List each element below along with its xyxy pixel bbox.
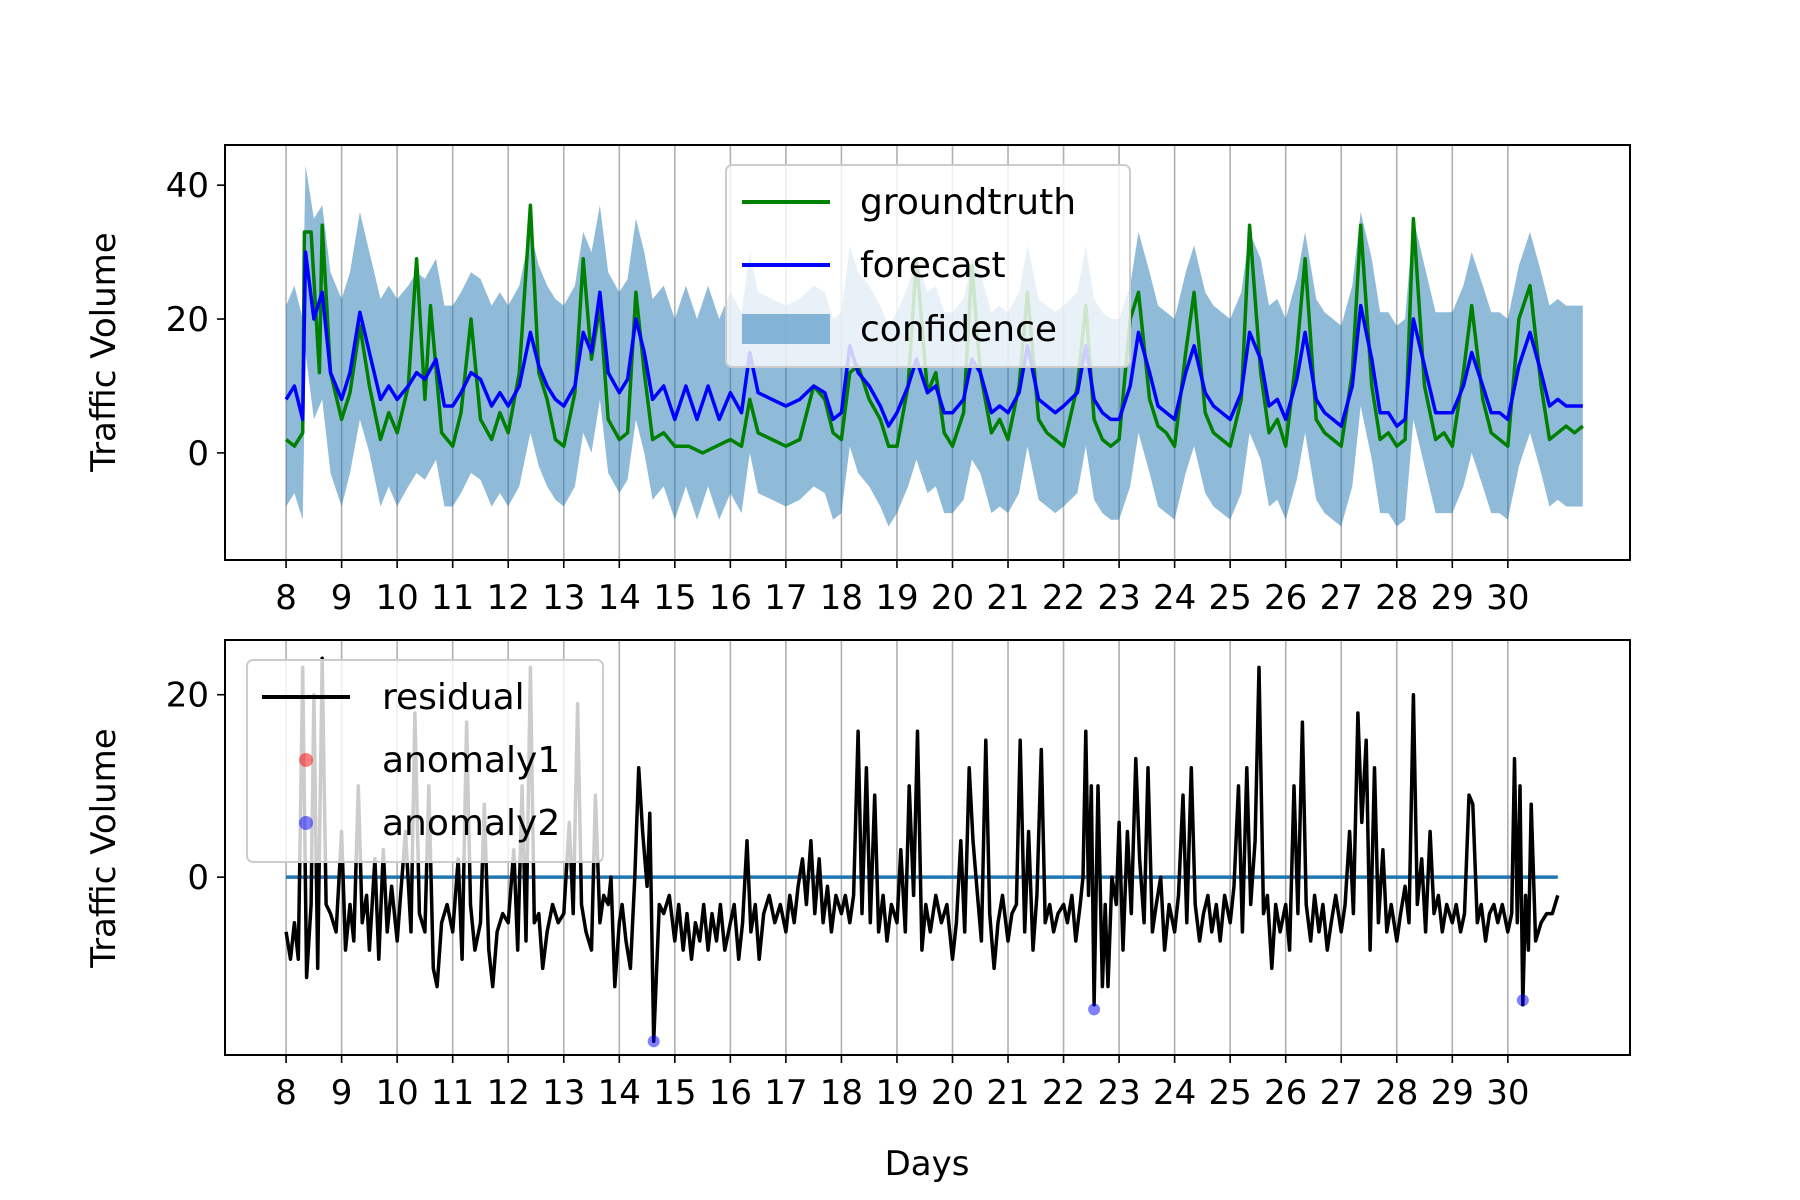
x-tick-label-8: 8 — [275, 1073, 297, 1113]
x-tick-label-20: 20 — [931, 1073, 974, 1113]
legend-anomaly1-label: anomaly1 — [382, 740, 560, 781]
x-tick-label-28: 28 — [1375, 1073, 1418, 1113]
y-axis-ticks: 0 20 — [166, 676, 225, 898]
x-tick-label-11: 11 — [431, 578, 474, 618]
vertical-gridlines — [285, 640, 1509, 1055]
x-tick-label-27: 27 — [1320, 1073, 1363, 1113]
x-tick-label-20: 20 — [931, 578, 974, 618]
legend: groundtruth forecast confidence — [725, 164, 1131, 368]
y-tick-label-0: 0 — [187, 434, 209, 474]
y-axis-ticks: 0 20 40 — [166, 166, 225, 474]
y-tick-label-0: 0 — [187, 858, 209, 898]
x-tick-label-28: 28 — [1375, 578, 1418, 618]
legend-confidence-label: confidence — [860, 309, 1057, 350]
legend-forecast-label: forecast — [860, 245, 1006, 286]
x-tick-label-21: 21 — [986, 578, 1029, 618]
x-tick-label-23: 23 — [1097, 578, 1140, 618]
x-tick-label-11: 11 — [431, 1073, 474, 1113]
legend-anomaly1-swatch — [299, 753, 313, 767]
x-tick-label-17: 17 — [764, 578, 807, 618]
x-tick-label-29: 29 — [1431, 1073, 1474, 1113]
x-axis-label: Days — [885, 1144, 970, 1184]
y-tick-label-20: 20 — [166, 676, 209, 716]
x-tick-label-30: 30 — [1486, 1073, 1529, 1113]
x-tick-label-8: 8 — [275, 578, 297, 618]
residual-line — [284, 656, 1560, 1044]
legend-confidence-swatch — [742, 314, 830, 344]
groundtruth-line — [285, 203, 1584, 455]
x-tick-label-26: 26 — [1264, 1073, 1307, 1113]
x-tick-label-19: 19 — [875, 1073, 918, 1113]
x-tick-label-9: 9 — [331, 578, 353, 618]
legend: residual anomaly1 anomaly2 — [246, 659, 604, 863]
x-tick-label-9: 9 — [331, 1073, 353, 1113]
x-tick-label-24: 24 — [1153, 578, 1196, 618]
y-tick-label-20: 20 — [166, 300, 209, 340]
x-tick-label-18: 18 — [820, 578, 863, 618]
residual-series-layer — [284, 656, 1560, 1048]
x-tick-label-12: 12 — [487, 1073, 530, 1113]
forecast-panel: 8 9 10 11 12 13 14 15 16 17 18 19 20 21 22 23 24 25 26 27 28… — [84, 144, 1631, 618]
x-tick-label-25: 25 — [1209, 578, 1252, 618]
x-tick-label-18: 18 — [820, 1073, 863, 1113]
x-tick-label-15: 15 — [653, 1073, 696, 1113]
x-tick-label-16: 16 — [709, 1073, 752, 1113]
legend-anomaly2-swatch — [299, 816, 313, 830]
x-tick-label-24: 24 — [1153, 1073, 1196, 1113]
y-axis-label: Traffic Volume — [84, 728, 124, 968]
x-tick-label-22: 22 — [1042, 578, 1085, 618]
residual-panel: 8 9 10 11 12 13 14 15 16 17 18 19 20 21 22 23 24 25 26 27 28… — [84, 639, 1631, 1184]
x-tick-label-30: 30 — [1486, 578, 1529, 618]
x-tick-label-22: 22 — [1042, 1073, 1085, 1113]
legend-residual-label: residual — [382, 677, 525, 718]
forecast-line — [284, 250, 1583, 428]
legend-frame — [246, 659, 604, 863]
x-tick-label-15: 15 — [653, 578, 696, 618]
x-tick-label-16: 16 — [709, 578, 752, 618]
x-tick-label-26: 26 — [1264, 578, 1307, 618]
y-axis-label: Traffic Volume — [84, 232, 124, 472]
x-tick-label-25: 25 — [1209, 1073, 1252, 1113]
x-tick-label-10: 10 — [376, 578, 419, 618]
x-tick-label-14: 14 — [598, 578, 641, 618]
anomaly2-point-1 — [1088, 1003, 1101, 1016]
plot-frame — [224, 639, 1631, 1056]
anomaly2-point-0 — [647, 1035, 660, 1048]
x-tick-label-21: 21 — [986, 1073, 1029, 1113]
x-tick-label-13: 13 — [542, 578, 585, 618]
x-tick-label-12: 12 — [487, 578, 530, 618]
legend-anomaly2-label: anomaly2 — [382, 803, 560, 844]
x-tick-label-10: 10 — [376, 1073, 419, 1113]
x-tick-label-23: 23 — [1097, 1073, 1140, 1113]
x-tick-label-27: 27 — [1320, 578, 1363, 618]
y-tick-label-40: 40 — [166, 166, 209, 206]
x-tick-label-13: 13 — [542, 1073, 585, 1113]
x-tick-label-14: 14 — [598, 1073, 641, 1113]
x-axis-ticks: 8 9 10 11 12 13 14 15 16 17 18 19 20 21 22 23 24 25 26 27 28… — [275, 560, 1529, 618]
plot-frame — [224, 144, 1631, 561]
x-tick-label-29: 29 — [1431, 578, 1474, 618]
x-tick-label-17: 17 — [764, 1073, 807, 1113]
x-tick-label-19: 19 — [875, 578, 918, 618]
x-axis-ticks: 8 9 10 11 12 13 14 15 16 17 18 19 20 21 22 23 24 25 26 27 28… — [275, 1055, 1529, 1113]
legend-groundtruth-label: groundtruth — [860, 182, 1076, 223]
anomaly2-point-2 — [1516, 994, 1529, 1007]
